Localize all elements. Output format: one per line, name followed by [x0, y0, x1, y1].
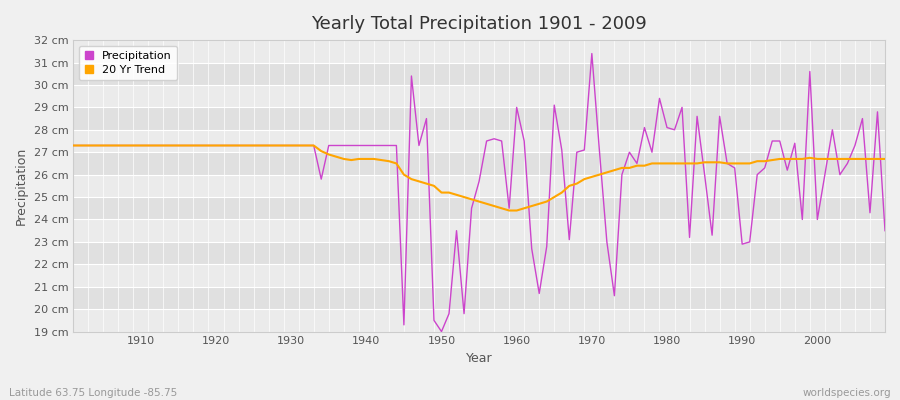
- Precipitation: [587, 51, 598, 56]
- Bar: [73, 197, 885, 220]
- Precipitation: [879, 228, 890, 233]
- Line: Precipitation: Precipitation: [73, 54, 885, 332]
- Text: worldspecies.org: worldspecies.org: [803, 388, 891, 398]
- Precipitation: [518, 139, 529, 144]
- 20 Yr Trend: [609, 168, 620, 172]
- Precipitation: [293, 143, 304, 148]
- Text: Latitude 63.75 Longitude -85.75: Latitude 63.75 Longitude -85.75: [9, 388, 177, 398]
- Bar: [73, 287, 885, 309]
- Bar: [73, 264, 885, 287]
- 20 Yr Trend: [504, 208, 515, 213]
- Y-axis label: Precipitation: Precipitation: [15, 147, 28, 225]
- Precipitation: [616, 172, 627, 177]
- Bar: [73, 152, 885, 175]
- Precipitation: [436, 329, 447, 334]
- 20 Yr Trend: [338, 156, 349, 161]
- Precipitation: [338, 143, 349, 148]
- Bar: [73, 220, 885, 242]
- Title: Yearly Total Precipitation 1901 - 2009: Yearly Total Precipitation 1901 - 2009: [311, 15, 647, 33]
- Bar: [73, 130, 885, 152]
- Bar: [73, 40, 885, 62]
- 20 Yr Trend: [511, 208, 522, 213]
- 20 Yr Trend: [879, 156, 890, 161]
- Bar: [73, 62, 885, 85]
- Bar: [73, 107, 885, 130]
- Bar: [73, 242, 885, 264]
- Precipitation: [128, 143, 139, 148]
- Bar: [73, 175, 885, 197]
- Bar: [73, 85, 885, 107]
- 20 Yr Trend: [128, 143, 139, 148]
- Precipitation: [68, 143, 78, 148]
- 20 Yr Trend: [518, 206, 529, 211]
- Bar: [73, 309, 885, 332]
- 20 Yr Trend: [68, 143, 78, 148]
- 20 Yr Trend: [293, 143, 304, 148]
- Legend: Precipitation, 20 Yr Trend: Precipitation, 20 Yr Trend: [78, 46, 177, 80]
- Line: 20 Yr Trend: 20 Yr Trend: [73, 146, 885, 210]
- Precipitation: [511, 105, 522, 110]
- X-axis label: Year: Year: [466, 352, 492, 365]
